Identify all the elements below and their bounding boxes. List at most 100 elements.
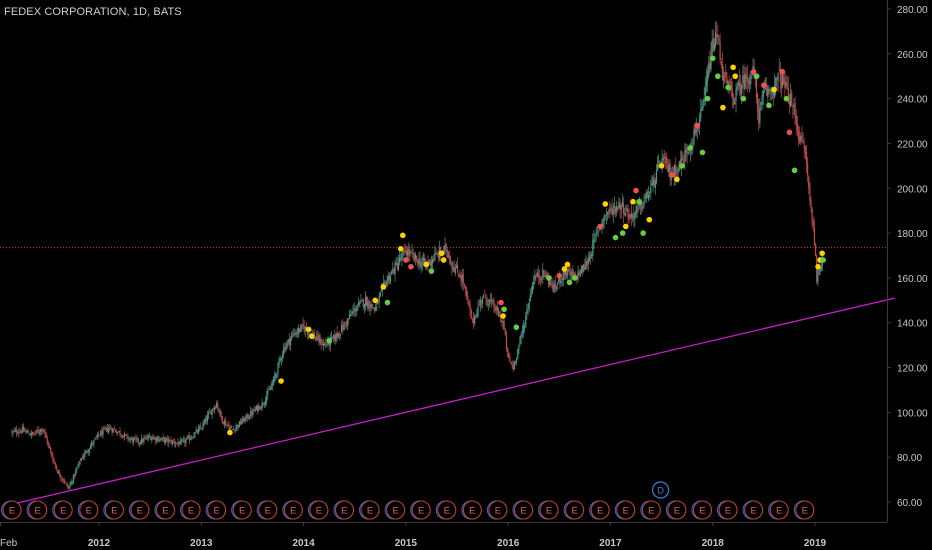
signal-dot-green [783, 95, 790, 102]
candle-body [42, 429, 44, 431]
candle-body [406, 250, 409, 255]
signal-dot-green [709, 55, 716, 62]
candle-body [173, 442, 176, 444]
candle-body [98, 435, 101, 437]
candle-body [744, 73, 746, 90]
candle-body [606, 212, 609, 215]
candle-body [725, 71, 727, 78]
candle-body [53, 460, 55, 463]
event-marker-label: E [750, 506, 756, 517]
candle-body [568, 267, 570, 271]
candle-body [581, 265, 584, 272]
y-tick-label: 240.00 [897, 95, 928, 106]
candle-body [134, 437, 136, 439]
candle-body [60, 475, 62, 479]
candle-body [705, 80, 708, 87]
candle-body [769, 89, 771, 92]
candle-body [674, 164, 676, 178]
candle-body [687, 151, 689, 153]
candle-body [505, 334, 508, 349]
candle-body [597, 231, 600, 232]
signal-dot-yellow [380, 284, 387, 290]
candle-body [536, 272, 538, 277]
signal-dot-green [679, 163, 685, 169]
candle-body [389, 275, 392, 283]
candle-body [519, 336, 521, 344]
event-marker-label: E [239, 506, 245, 517]
candle-body [277, 362, 279, 374]
candle-body [129, 439, 131, 440]
candle-body [526, 310, 528, 315]
candle-body [379, 292, 381, 297]
candle-body [17, 433, 19, 435]
candle-body [418, 258, 420, 264]
candle-body [726, 77, 728, 84]
candle-body [521, 330, 523, 334]
candle-body [541, 278, 543, 280]
candle-body [643, 200, 645, 207]
candle-body [476, 314, 478, 317]
event-marker-label: E [290, 506, 296, 517]
signal-dots-layer [227, 55, 826, 436]
signal-dot-yellow [440, 257, 447, 263]
candle-body [39, 429, 42, 432]
event-marker-label: E [265, 506, 271, 517]
candle-body [241, 422, 243, 424]
candle-body [702, 102, 704, 109]
candle-body [273, 376, 276, 379]
candle-body [458, 273, 460, 277]
candle-body [197, 428, 200, 434]
candle-body [456, 264, 459, 273]
candle-body [449, 256, 451, 262]
candle-body [346, 318, 348, 327]
candle-body [681, 157, 684, 160]
candle-body [135, 437, 137, 439]
candle-body [34, 433, 36, 435]
candle-body [359, 301, 361, 304]
candle-body [319, 338, 321, 343]
signal-dot-red [779, 68, 786, 75]
signal-dot-red [633, 187, 639, 194]
candle-body [376, 301, 378, 305]
candle-body [545, 274, 547, 278]
event-marker-label: E [213, 506, 219, 517]
candle-body [787, 87, 789, 104]
x-tick-label: 2013 [190, 538, 213, 549]
candle-body [685, 149, 687, 152]
candle-body [342, 325, 344, 330]
signal-dot-yellow [630, 198, 636, 205]
candle-body [177, 441, 179, 444]
candle-body [59, 472, 61, 477]
candle-body [562, 268, 564, 280]
candle-body [62, 478, 64, 481]
candle-body [61, 478, 63, 480]
signal-dot-green [640, 230, 646, 236]
candle-body [447, 252, 450, 259]
candle-body [491, 299, 493, 302]
candle-body [720, 61, 722, 66]
candle-body [278, 359, 280, 365]
candle-body [693, 129, 695, 144]
candle-body [758, 109, 760, 124]
signal-dot-green [384, 299, 391, 306]
candle-body [144, 437, 146, 439]
candle-body [810, 200, 812, 209]
candle-body [330, 336, 333, 339]
candle-body [289, 338, 292, 346]
event-marker-label: E [674, 506, 680, 517]
candle-body [727, 80, 729, 84]
candle-body [364, 297, 367, 306]
candle-body [499, 315, 501, 316]
candle-body [743, 74, 745, 87]
candle-body [387, 276, 389, 281]
signal-dot-yellow [278, 378, 284, 384]
candle-body [733, 97, 735, 105]
event-ring [283, 500, 303, 520]
candle-body [757, 95, 759, 111]
dividend-ring [651, 481, 670, 499]
candle-body [663, 157, 666, 159]
candle-body [664, 157, 667, 160]
candle-body [443, 246, 445, 254]
candle-body [326, 344, 328, 346]
